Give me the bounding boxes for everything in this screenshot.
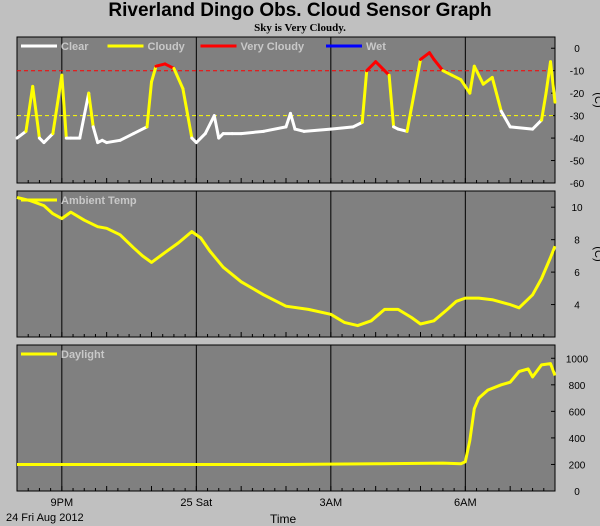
series-segment [181, 87, 194, 140]
series-segment [499, 109, 512, 129]
daylight-panel: 0 200 400 600 800 1000 Daylight [16, 344, 589, 498]
series-segment [531, 118, 544, 131]
y-tick-label: -20 [570, 89, 585, 100]
series-segment [481, 75, 494, 86]
y-tick-label: 0 [574, 44, 580, 55]
series-segment [78, 91, 91, 140]
series-segment [15, 129, 28, 140]
series-segment [262, 125, 288, 133]
y-tick-label: 8 [574, 236, 580, 247]
series-segment [154, 62, 167, 68]
series-segment [145, 80, 153, 129]
series-segment [459, 78, 472, 95]
series-segment [508, 125, 535, 131]
series-segment [419, 51, 431, 61]
series-segment [360, 69, 369, 124]
sky-temperature-panel: 0 -10 -20 -30 -40 -50 -60 (C) Clear Cloudy Very Cl… [15, 36, 600, 190]
series-segment [105, 138, 122, 145]
series-segment [87, 91, 95, 129]
series-segment [288, 111, 297, 131]
y-tick-label: 200 [569, 460, 586, 471]
y-tick-label: -30 [570, 112, 585, 123]
y-tick-label: 1000 [566, 354, 589, 365]
series-segment [239, 129, 266, 136]
series-segment [42, 132, 55, 145]
series-segment [490, 75, 503, 113]
y-tick-label: -10 [570, 67, 585, 78]
legend-label: Cloudy [148, 41, 186, 53]
series-segment [31, 84, 41, 140]
series-segment [302, 127, 333, 133]
x-tick-label: 9PM [51, 497, 74, 509]
legend-label: Daylight [61, 349, 105, 361]
x-tick-label: 25 Sat [180, 497, 212, 509]
series-segment [163, 62, 176, 70]
y-tick-label: 0 [574, 487, 580, 498]
series-segment [351, 120, 364, 129]
series-segment [405, 57, 422, 133]
x-axis-title: Time [270, 512, 297, 526]
series-segment [329, 125, 355, 131]
ambient-temperature-panel: 4 6 8 10 (C) Ambient Temp [16, 190, 600, 338]
y-axis-label: (C) [592, 92, 600, 107]
series-segment [374, 60, 391, 77]
footer-date: 24 Fri Aug 2012 [6, 512, 84, 524]
y-tick-label: -60 [570, 179, 585, 190]
y-tick-label: 800 [569, 381, 586, 392]
series-segment [91, 125, 100, 145]
series-segment [396, 127, 409, 133]
series-segment [203, 114, 216, 136]
series-segment [549, 60, 557, 104]
plot-area [16, 36, 556, 184]
y-tick-label: 600 [569, 407, 586, 418]
series-segment [212, 114, 221, 140]
series-segment [432, 57, 445, 73]
y-tick-label: -40 [570, 134, 585, 145]
x-tick-label: 6AM [454, 497, 477, 509]
series-segment [540, 91, 548, 122]
series-segment [441, 69, 454, 77]
series-segment [194, 132, 207, 145]
legend-label: Ambient Temp [61, 195, 137, 207]
series-segment [387, 73, 396, 129]
series-segment [150, 64, 158, 84]
y-tick-label: 4 [574, 301, 580, 312]
series-segment [468, 64, 476, 95]
chart-title: Riverland Dingo Obs. Cloud Sensor Graph [108, 0, 492, 21]
x-axis: 9PM 25 Sat 3AM 6AM [51, 497, 477, 509]
series-segment [450, 73, 463, 82]
series-segment [132, 125, 149, 136]
series-segment [293, 127, 306, 133]
y-tick-label: 10 [571, 203, 583, 214]
y-tick-label: 6 [574, 268, 580, 279]
legend-label: Very Cloudy [241, 41, 305, 53]
series-line [17, 362, 557, 466]
series-segment [60, 73, 68, 140]
series-segment [472, 64, 485, 86]
series-segment [118, 132, 136, 142]
y-tick-label: -50 [570, 157, 585, 168]
plot-area [16, 190, 556, 338]
y-tick-label: 400 [569, 434, 586, 445]
y-axis-label: (C) [592, 246, 600, 261]
series-segment [51, 73, 64, 136]
series-segment [172, 66, 185, 91]
legend-label: Clear [61, 41, 89, 53]
series-segment [24, 84, 35, 133]
series-segment [365, 60, 378, 73]
legend-label: Wet [366, 41, 386, 53]
sky-status: Sky is Very Cloudy. [254, 22, 346, 34]
series-line [16, 196, 557, 328]
x-tick-label: 3AM [320, 497, 343, 509]
